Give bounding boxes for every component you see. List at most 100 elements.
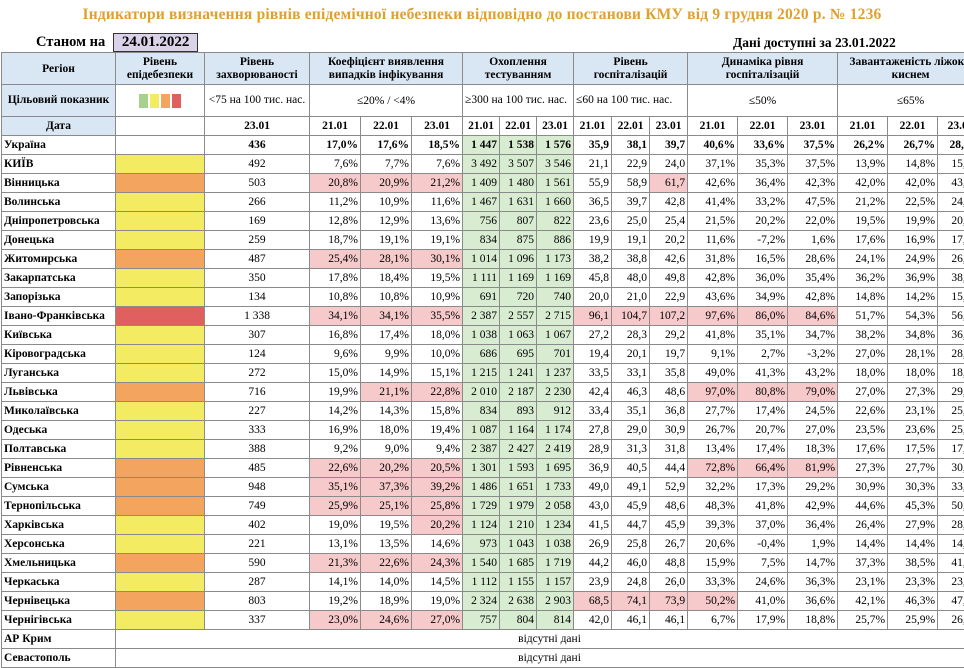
beds-value: 26,7% bbox=[888, 136, 938, 155]
beds-value: 16,9% bbox=[888, 231, 938, 250]
date-header-cell: 21.01 bbox=[574, 117, 612, 136]
hosp-value: 27,8 bbox=[574, 421, 612, 440]
testing-value: 1 164 bbox=[500, 421, 537, 440]
testing-value: 1 593 bbox=[500, 459, 537, 478]
level-cell bbox=[116, 478, 205, 497]
detection-value: 9,9% bbox=[361, 345, 412, 364]
dyn-value: 37,5% bbox=[788, 136, 838, 155]
hosp-value: 48,6 bbox=[650, 383, 688, 402]
incidence-value: 124 bbox=[205, 345, 310, 364]
testing-value: 1 234 bbox=[537, 516, 574, 535]
testing-value: 886 bbox=[537, 231, 574, 250]
dyn-value: 36,0% bbox=[738, 269, 788, 288]
hosp-value: 46,0 bbox=[612, 554, 650, 573]
beds-value: 56,2% bbox=[938, 307, 964, 326]
beds-value: 17,5% bbox=[938, 440, 964, 459]
detection-value: 20,5% bbox=[412, 459, 463, 478]
hosp-value: 35,1 bbox=[612, 402, 650, 421]
beds-value: 18,0% bbox=[838, 364, 888, 383]
level-cell bbox=[116, 288, 205, 307]
beds-value: 28,0% bbox=[938, 136, 964, 155]
testing-value: 3 507 bbox=[500, 155, 537, 174]
detection-value: 22,6% bbox=[310, 459, 361, 478]
hosp-value: 45,8 bbox=[574, 269, 612, 288]
incidence-value: 266 bbox=[205, 193, 310, 212]
hosp-value: 52,9 bbox=[650, 478, 688, 497]
detection-value: 14,9% bbox=[361, 364, 412, 383]
detection-value: 17,6% bbox=[361, 136, 412, 155]
dyn-value: 41,4% bbox=[688, 193, 738, 212]
dyn-value: 36,4% bbox=[788, 516, 838, 535]
testing-value: 1 733 bbox=[537, 478, 574, 497]
beds-value: 14,2% bbox=[888, 288, 938, 307]
legend-green-swatch bbox=[139, 94, 148, 108]
testing-value: 2 010 bbox=[463, 383, 500, 402]
legend-yellow-swatch bbox=[150, 94, 159, 108]
incidence-value: 287 bbox=[205, 573, 310, 592]
dyn-value: 14,7% bbox=[788, 554, 838, 573]
dyn-value: 1,6% bbox=[788, 231, 838, 250]
beds-value: 23,5% bbox=[838, 421, 888, 440]
hosp-value: 26,7 bbox=[650, 535, 688, 554]
testing-value: 1 631 bbox=[500, 193, 537, 212]
beds-value: 42,0% bbox=[888, 174, 938, 193]
dyn-value: 28,6% bbox=[788, 250, 838, 269]
detection-value: 7,6% bbox=[412, 155, 463, 174]
beds-value: 15,8% bbox=[938, 288, 964, 307]
beds-value: 41,1% bbox=[938, 554, 964, 573]
incidence-value: 485 bbox=[205, 459, 310, 478]
hosp-value: 24,8 bbox=[612, 573, 650, 592]
beds-value: 14,9% bbox=[938, 535, 964, 554]
region-name: Севастополь bbox=[2, 649, 116, 668]
level-cell bbox=[116, 231, 205, 250]
level-cell bbox=[116, 421, 205, 440]
testing-value: 2 187 bbox=[500, 383, 537, 402]
level-cell bbox=[116, 155, 205, 174]
beds-value: 42,1% bbox=[838, 592, 888, 611]
testing-value: 893 bbox=[500, 402, 537, 421]
level-legend bbox=[116, 85, 205, 117]
detection-value: 15,1% bbox=[412, 364, 463, 383]
beds-value: 27,9% bbox=[888, 516, 938, 535]
table-body: Регіон Рівень епідебезпеки Рівень захвор… bbox=[2, 53, 964, 668]
testing-value: 1 409 bbox=[463, 174, 500, 193]
region-name: Україна bbox=[2, 136, 116, 155]
detection-value: 25,9% bbox=[310, 497, 361, 516]
beds-value: 25,9% bbox=[888, 611, 938, 630]
dyn-value: 32,2% bbox=[688, 478, 738, 497]
hosp-value: 21,1 bbox=[574, 155, 612, 174]
detection-value: 20,9% bbox=[361, 174, 412, 193]
detection-value: 16,9% bbox=[310, 421, 361, 440]
hosp-value: 45,9 bbox=[612, 497, 650, 516]
dyn-value: 42,8% bbox=[788, 288, 838, 307]
level-cell bbox=[116, 174, 205, 193]
beds-value: 24,0% bbox=[938, 193, 964, 212]
detection-value: 22,6% bbox=[361, 554, 412, 573]
dyn-value: 1,9% bbox=[788, 535, 838, 554]
date-header-cell: 22.01 bbox=[361, 117, 412, 136]
detection-value: 18,0% bbox=[412, 326, 463, 345]
incidence-value: 259 bbox=[205, 231, 310, 250]
beds-value: 18,1% bbox=[938, 364, 964, 383]
beds-value: 20,3% bbox=[938, 212, 964, 231]
detection-target: ≤20% / <4% bbox=[310, 85, 463, 117]
testing-value: 757 bbox=[463, 611, 500, 630]
beds-value: 33,1% bbox=[938, 478, 964, 497]
dyn-value: 97,6% bbox=[688, 307, 738, 326]
region-name: Тернопільська bbox=[2, 497, 116, 516]
beds-value: 27,3% bbox=[838, 459, 888, 478]
dyn-value: 20,2% bbox=[738, 212, 788, 231]
dyn-value: 66,4% bbox=[738, 459, 788, 478]
detection-value: 10,0% bbox=[412, 345, 463, 364]
detection-value: 18,7% bbox=[310, 231, 361, 250]
hosp-value: 25,0 bbox=[612, 212, 650, 231]
hosp-value: 44,7 bbox=[612, 516, 650, 535]
beds-value: 27,0% bbox=[838, 383, 888, 402]
hosp-value: 38,2 bbox=[574, 250, 612, 269]
detection-value: 27,0% bbox=[412, 611, 463, 630]
testing-value: 2 715 bbox=[537, 307, 574, 326]
